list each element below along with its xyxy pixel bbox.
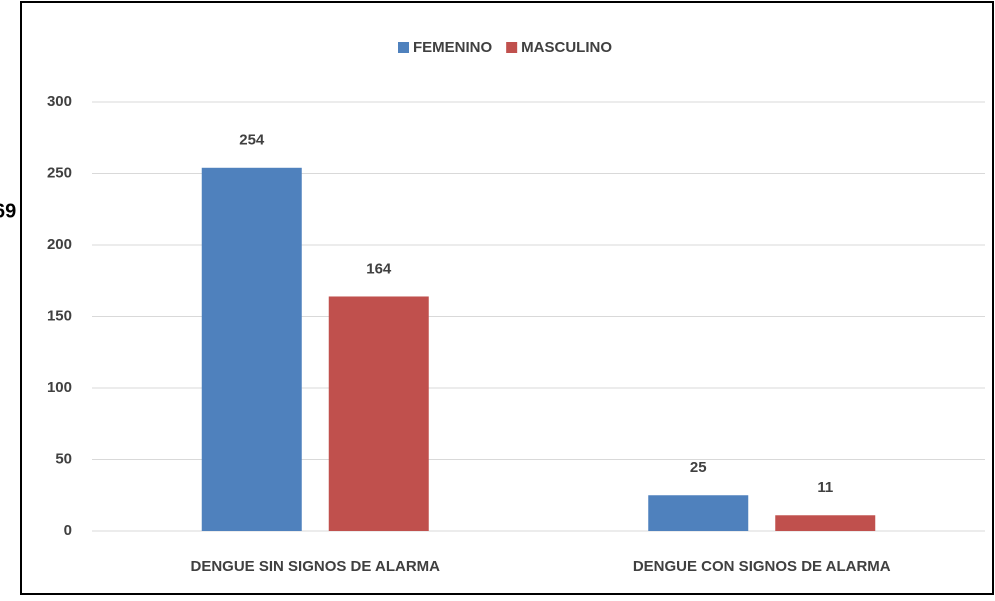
legend-swatch <box>398 42 409 53</box>
y-tick-label: 250 <box>47 164 72 181</box>
legend-label: FEMENINO <box>413 39 493 56</box>
legend-swatch <box>506 42 518 53</box>
value-label: 164 <box>366 260 392 277</box>
bar <box>328 296 429 531</box>
bar <box>201 167 302 531</box>
legend-label: MASCULINO <box>521 39 612 56</box>
value-label: 254 <box>239 132 265 149</box>
x-tick-label: DENGUE CON SIGNOS DE ALARMA <box>633 558 891 575</box>
y-tick-label: 300 <box>47 93 72 110</box>
bar <box>775 515 876 531</box>
x-tick-label: DENGUE SIN SIGNOS DE ALARMA <box>191 558 441 575</box>
y-tick-label: 150 <box>47 307 72 324</box>
bar <box>648 495 749 531</box>
value-label: 25 <box>690 459 707 476</box>
y-tick-label: 200 <box>47 236 72 253</box>
y-tick-label: 100 <box>47 379 72 396</box>
annotation: 69 <box>0 200 16 222</box>
y-tick-label: 0 <box>64 522 72 539</box>
value-label: 11 <box>817 479 833 496</box>
chart-frame <box>20 1 994 595</box>
y-tick-label: 50 <box>55 450 72 467</box>
